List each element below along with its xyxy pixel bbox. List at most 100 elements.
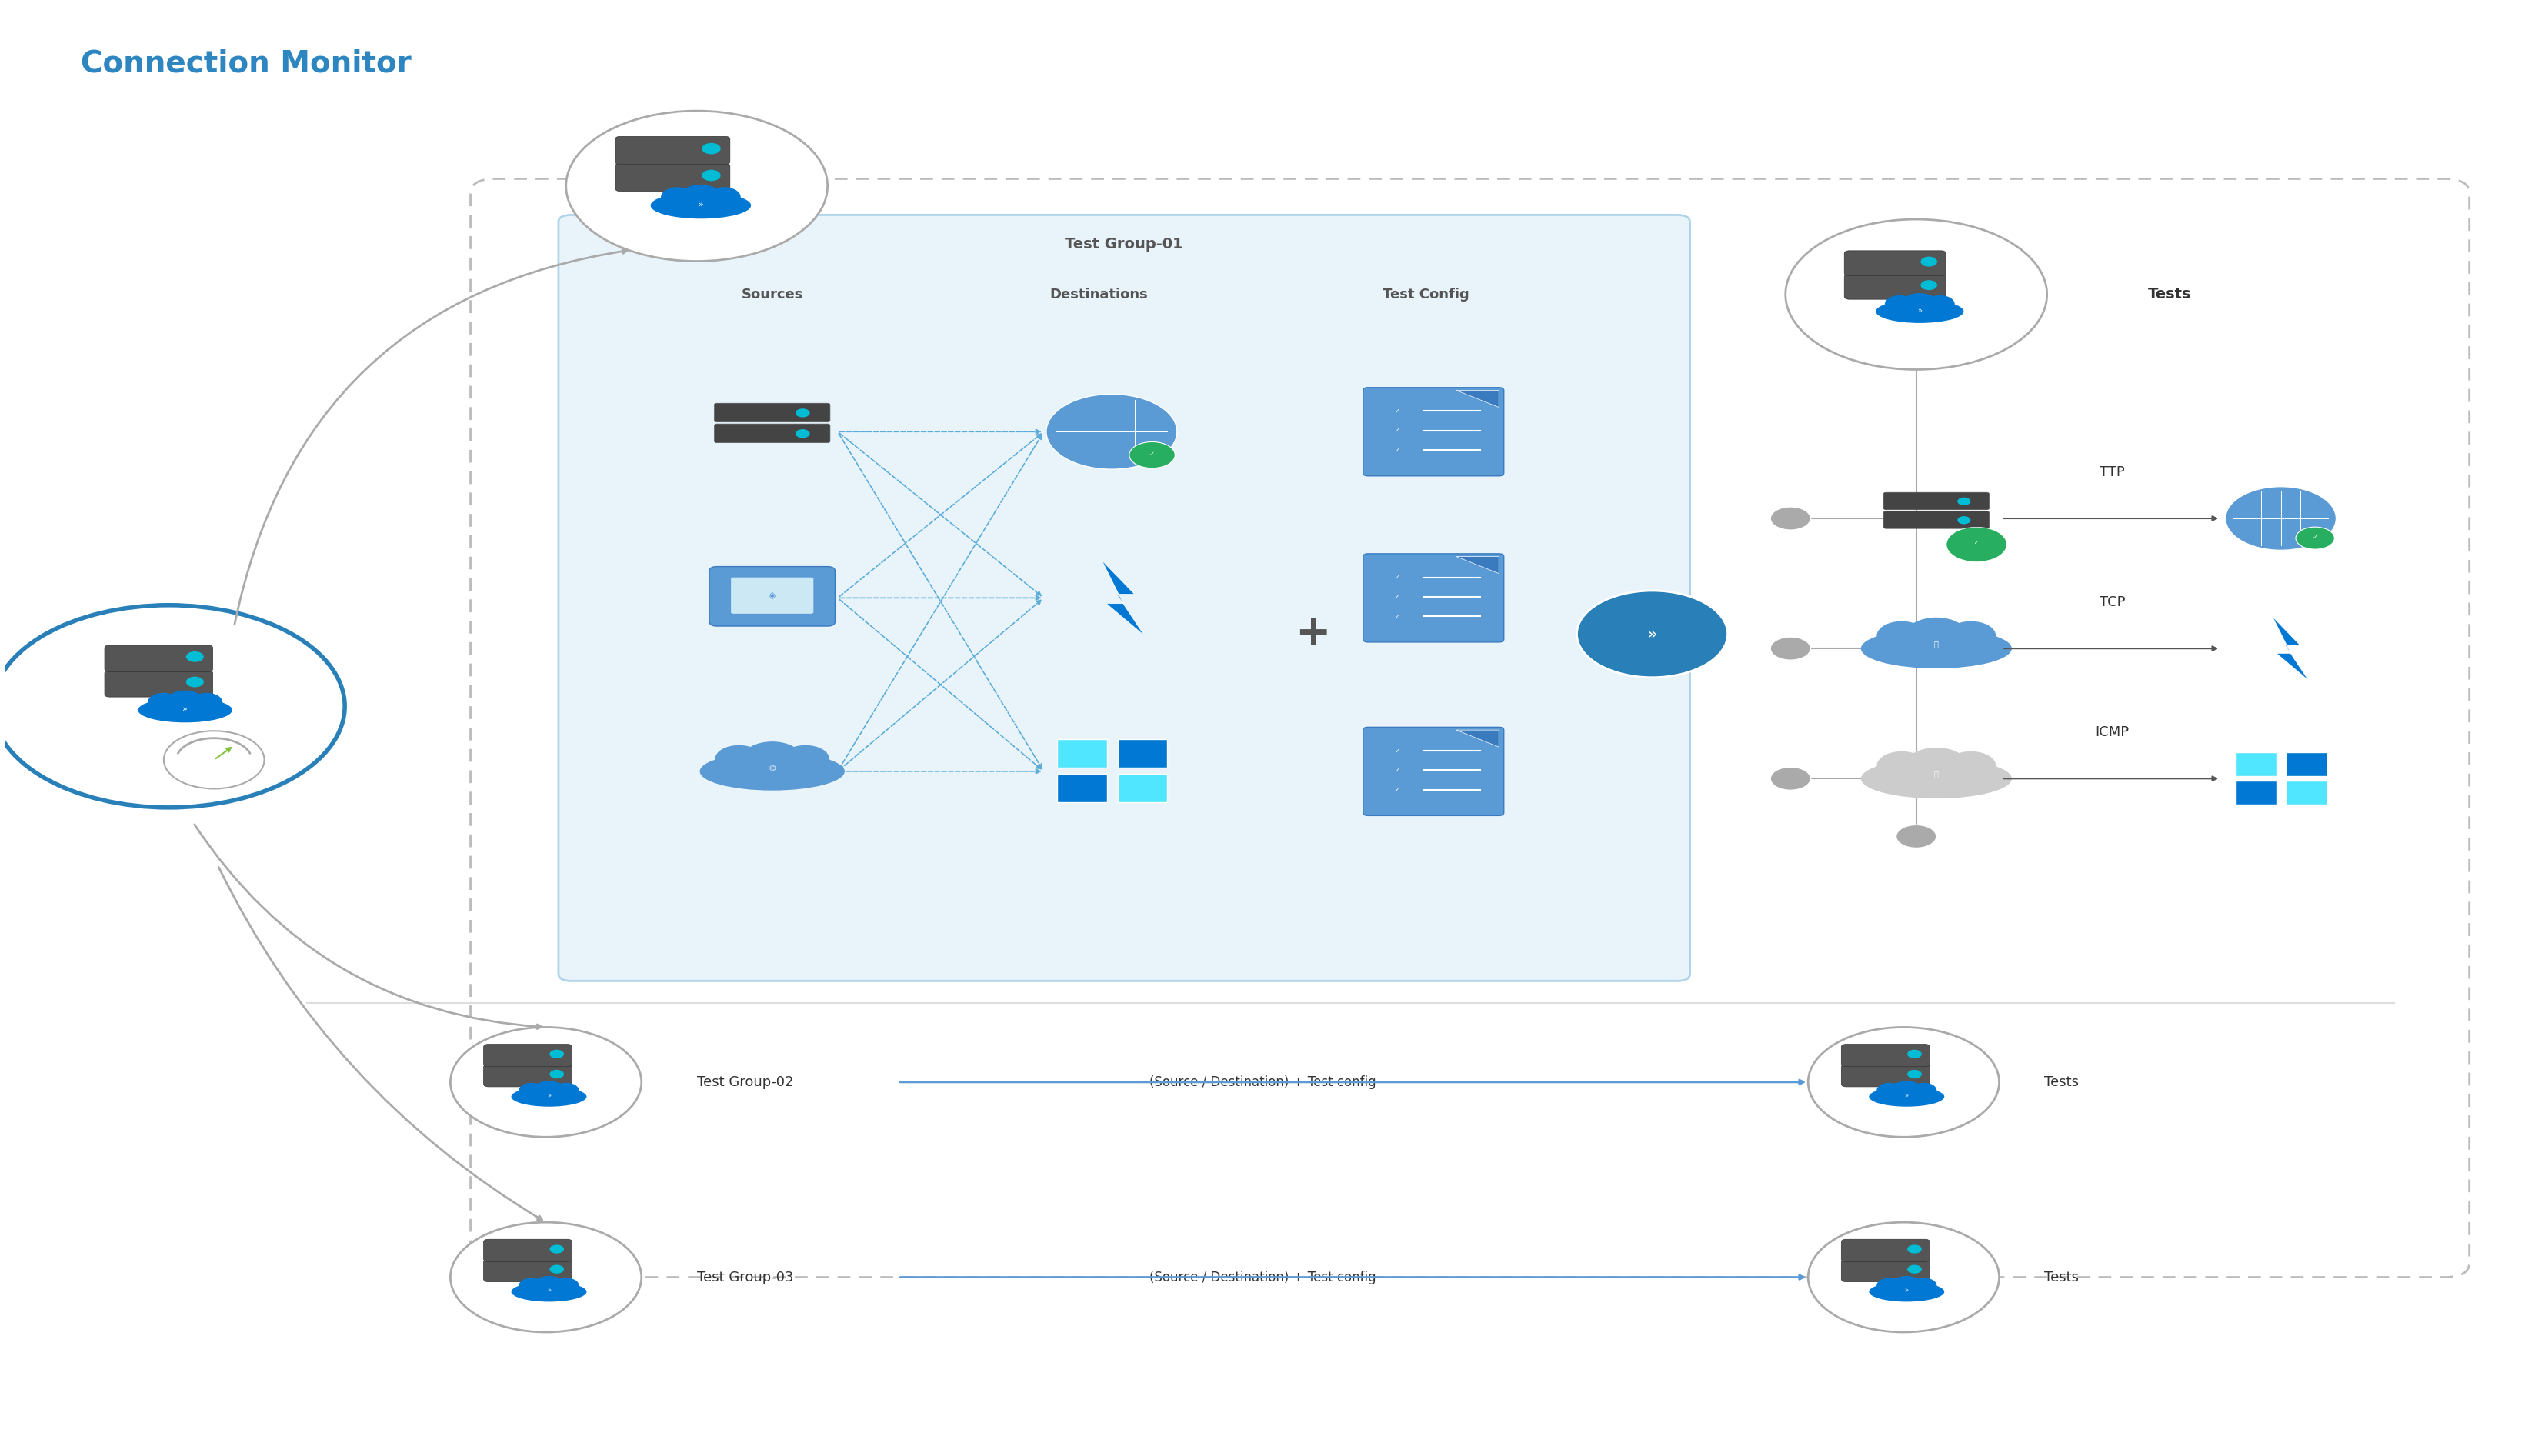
Circle shape [533, 1277, 566, 1294]
Circle shape [1876, 1278, 1901, 1293]
FancyBboxPatch shape [104, 645, 212, 671]
FancyBboxPatch shape [1841, 1044, 1929, 1067]
Circle shape [702, 170, 720, 181]
Polygon shape [1101, 561, 1144, 635]
Ellipse shape [139, 697, 232, 722]
FancyBboxPatch shape [104, 670, 212, 697]
Circle shape [1909, 1070, 1922, 1077]
FancyBboxPatch shape [1841, 1259, 1929, 1281]
Text: Test Group-01: Test Group-01 [1066, 236, 1184, 252]
Circle shape [192, 693, 222, 711]
Circle shape [550, 1245, 563, 1254]
FancyBboxPatch shape [1119, 775, 1167, 802]
Ellipse shape [510, 1281, 586, 1302]
Circle shape [1045, 395, 1177, 469]
Circle shape [1947, 622, 1995, 649]
Text: Sources: Sources [742, 287, 803, 301]
Ellipse shape [699, 753, 846, 791]
Text: ⌬: ⌬ [770, 764, 775, 772]
Circle shape [566, 111, 828, 261]
Text: Tests: Tests [2045, 1270, 2078, 1284]
FancyBboxPatch shape [616, 163, 730, 191]
Circle shape [2225, 486, 2336, 550]
Circle shape [1911, 1278, 1937, 1293]
Circle shape [1957, 517, 1970, 524]
Text: ✓: ✓ [1149, 451, 1154, 457]
Circle shape [783, 745, 828, 773]
FancyBboxPatch shape [1058, 740, 1106, 767]
Text: ✓: ✓ [1394, 447, 1401, 454]
Circle shape [449, 1222, 641, 1332]
Text: Test Group-02: Test Group-02 [697, 1075, 793, 1089]
Circle shape [795, 430, 811, 437]
FancyBboxPatch shape [485, 1044, 573, 1067]
Circle shape [1909, 1050, 1922, 1059]
Text: TCP: TCP [2098, 596, 2126, 609]
FancyBboxPatch shape [2235, 751, 2278, 776]
FancyBboxPatch shape [1841, 1239, 1929, 1262]
Ellipse shape [1861, 759, 2012, 798]
Circle shape [1906, 617, 1967, 654]
Circle shape [1891, 1082, 1922, 1099]
Ellipse shape [651, 192, 750, 218]
Text: »: » [1904, 1287, 1909, 1294]
Circle shape [520, 1083, 543, 1098]
Polygon shape [2273, 617, 2308, 680]
Text: ◈: ◈ [768, 590, 775, 600]
Circle shape [1770, 507, 1810, 530]
Circle shape [149, 693, 179, 711]
Text: (Source / Destination) + Test config: (Source / Destination) + Test config [1149, 1270, 1376, 1284]
Ellipse shape [510, 1086, 586, 1107]
Ellipse shape [1868, 1086, 1944, 1107]
Text: +: + [1295, 613, 1331, 655]
Circle shape [550, 1070, 563, 1077]
Text: Destinations: Destinations [1050, 287, 1149, 301]
Text: Tests: Tests [2045, 1075, 2078, 1089]
FancyBboxPatch shape [1841, 1064, 1929, 1086]
Text: ✓: ✓ [1394, 408, 1401, 415]
Circle shape [715, 745, 763, 773]
Text: »: » [1646, 626, 1656, 642]
Text: Connection Monitor: Connection Monitor [81, 48, 412, 79]
Ellipse shape [1868, 1281, 1944, 1302]
Text: ✓: ✓ [1394, 613, 1401, 620]
FancyBboxPatch shape [1364, 387, 1505, 476]
Text: Test Group-03: Test Group-03 [697, 1270, 793, 1284]
FancyBboxPatch shape [1058, 775, 1106, 802]
Circle shape [1876, 751, 1927, 780]
Text: ✓: ✓ [1394, 427, 1401, 434]
Circle shape [187, 652, 202, 661]
Text: TTP: TTP [2101, 466, 2126, 479]
Circle shape [553, 1083, 578, 1098]
Circle shape [550, 1050, 563, 1059]
Circle shape [742, 743, 803, 776]
FancyBboxPatch shape [1843, 274, 1947, 300]
FancyBboxPatch shape [1884, 511, 1990, 529]
Text: »: » [548, 1092, 550, 1099]
FancyBboxPatch shape [1884, 492, 1990, 510]
Circle shape [1922, 281, 1937, 290]
FancyBboxPatch shape [1119, 740, 1167, 767]
Ellipse shape [1861, 629, 2012, 668]
Circle shape [1901, 294, 1937, 314]
Circle shape [550, 1265, 563, 1273]
Circle shape [1770, 636, 1810, 660]
Circle shape [167, 692, 205, 713]
Text: ✓: ✓ [1975, 540, 1980, 546]
Circle shape [1808, 1026, 2000, 1137]
FancyBboxPatch shape [730, 578, 813, 613]
Polygon shape [1457, 729, 1500, 747]
Text: ✓: ✓ [1394, 574, 1401, 581]
Circle shape [1947, 527, 2007, 562]
Circle shape [1876, 1083, 1901, 1098]
Circle shape [1957, 498, 1970, 505]
Text: ✓: ✓ [1394, 594, 1401, 600]
Circle shape [1129, 441, 1174, 469]
Text: (Source / Destination) + Test config: (Source / Destination) + Test config [1149, 1075, 1376, 1089]
Text: ✓: ✓ [1394, 747, 1401, 754]
Circle shape [2295, 527, 2336, 549]
FancyBboxPatch shape [2285, 751, 2328, 776]
FancyBboxPatch shape [2285, 780, 2328, 805]
FancyBboxPatch shape [1364, 727, 1505, 815]
Text: »: » [182, 705, 187, 713]
